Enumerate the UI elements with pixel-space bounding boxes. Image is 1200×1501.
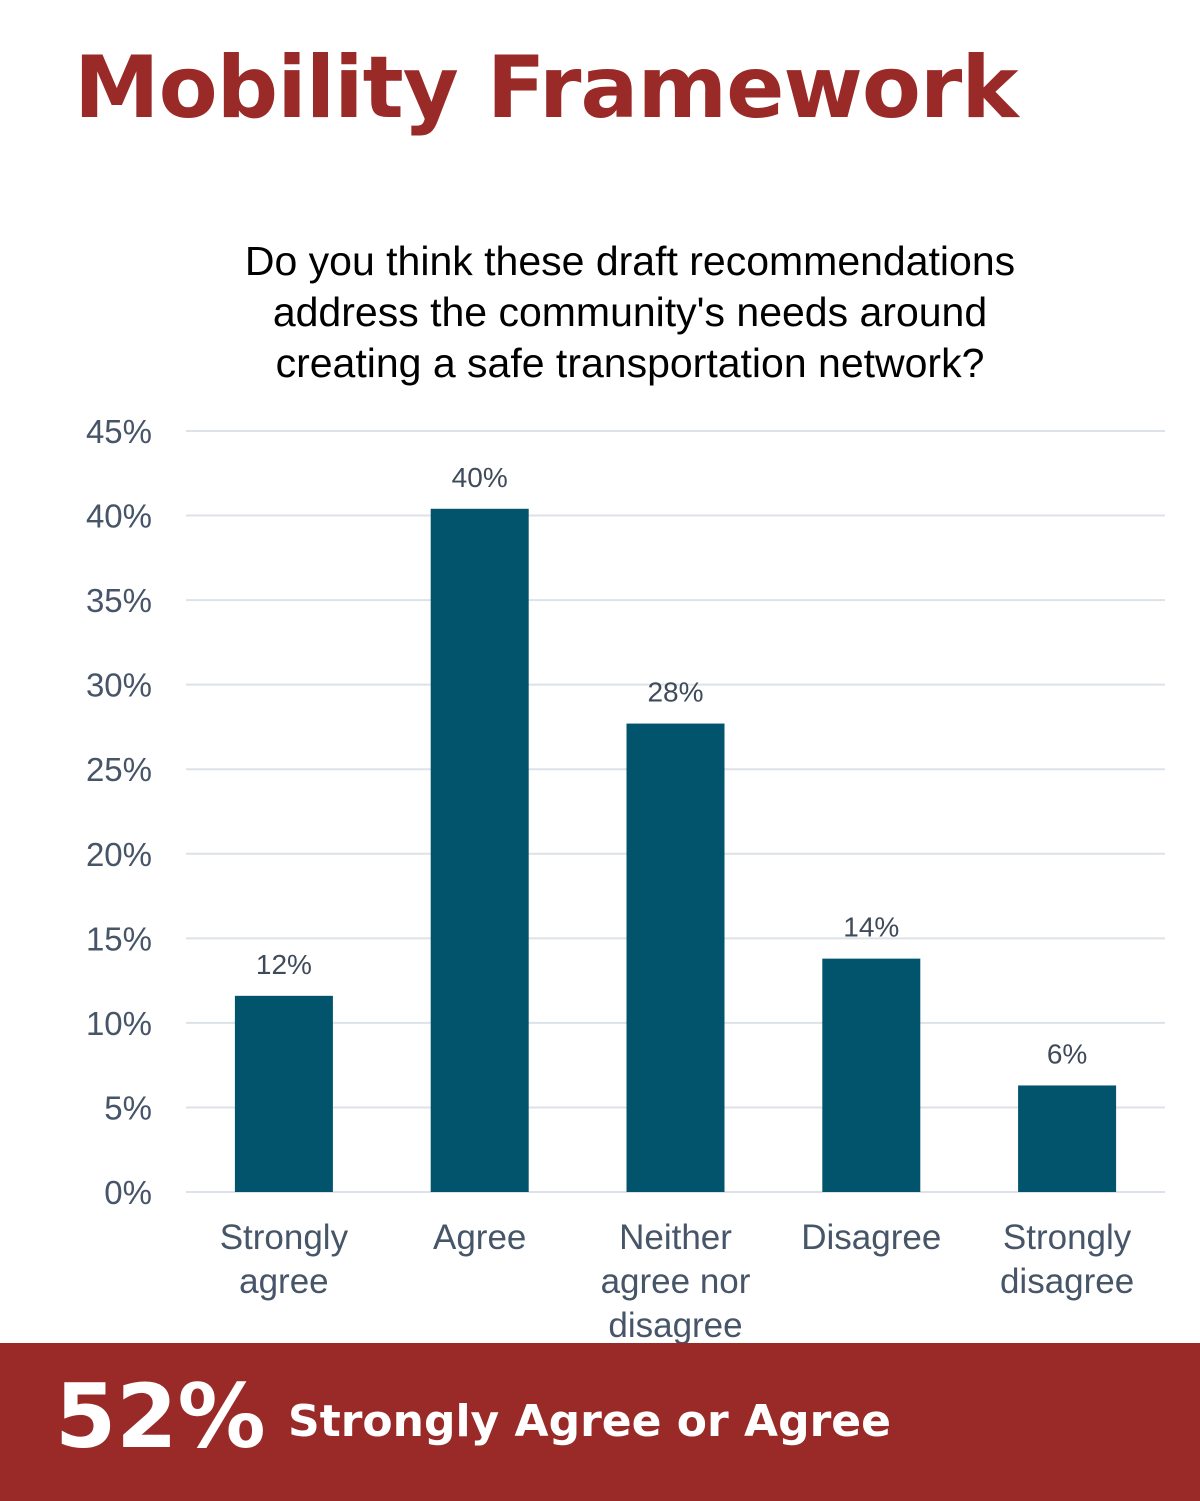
chart-title: Do you think these draft recommendations…: [150, 236, 1110, 389]
bars: [234, 508, 1117, 1192]
page-title: Mobility Framework: [74, 38, 1019, 138]
summary-banner: 52% Strongly Agree or Agree: [0, 1343, 1200, 1501]
data-label: 28%: [647, 677, 703, 708]
data-label: 14%: [843, 912, 899, 943]
bar: [1018, 1085, 1117, 1192]
chart-title-line: creating a safe transportation network?: [275, 340, 985, 386]
y-tick-label: 25%: [86, 751, 152, 788]
x-tick-label: Strongly agree: [220, 1218, 349, 1301]
summary-value: 52%: [55, 1365, 266, 1468]
chart-title-line: address the community's needs around: [272, 289, 988, 335]
y-tick-label: 15%: [86, 920, 152, 957]
data-label: 12%: [256, 949, 312, 980]
bar: [430, 508, 529, 1192]
bar: [626, 723, 725, 1192]
y-tick-label: 45%: [86, 413, 152, 450]
data-label: 6%: [1047, 1038, 1087, 1069]
y-tick-label: 40%: [86, 498, 152, 535]
bar: [822, 958, 921, 1192]
x-tick-label: Agree: [433, 1218, 526, 1257]
y-tick-label: 10%: [86, 1005, 152, 1042]
y-tick-label: 35%: [86, 582, 152, 619]
y-tick-label: 0%: [104, 1174, 152, 1211]
summary-label: Strongly Agree or Agree: [288, 1396, 891, 1447]
data-label: 40%: [452, 462, 508, 493]
x-axis-ticks: Strongly agree Agree Neither agree nor disagr…: [220, 1218, 1135, 1343]
data-labels: 12% 40% 28% 14% 6%: [256, 462, 1087, 1070]
x-tick-label: Disagree: [801, 1218, 941, 1257]
x-tick-label: Neither agree nor disagree: [601, 1218, 751, 1343]
y-axis-ticks: 0% 5% 10% 15% 20% 25% 30% 35% 40% 45%: [86, 413, 152, 1211]
x-tick-label: Strongly disagree: [1000, 1218, 1134, 1301]
y-tick-label: 30%: [86, 667, 152, 704]
bar: [234, 995, 333, 1192]
chart-title-line: Do you think these draft recommendations: [244, 238, 1016, 284]
y-tick-label: 5%: [104, 1089, 152, 1126]
y-tick-label: 20%: [86, 836, 152, 873]
bar-chart: 0% 5% 10% 15% 20% 25% 30% 35% 40% 45% 12% 40% 28% 14…: [86, 413, 1165, 1343]
